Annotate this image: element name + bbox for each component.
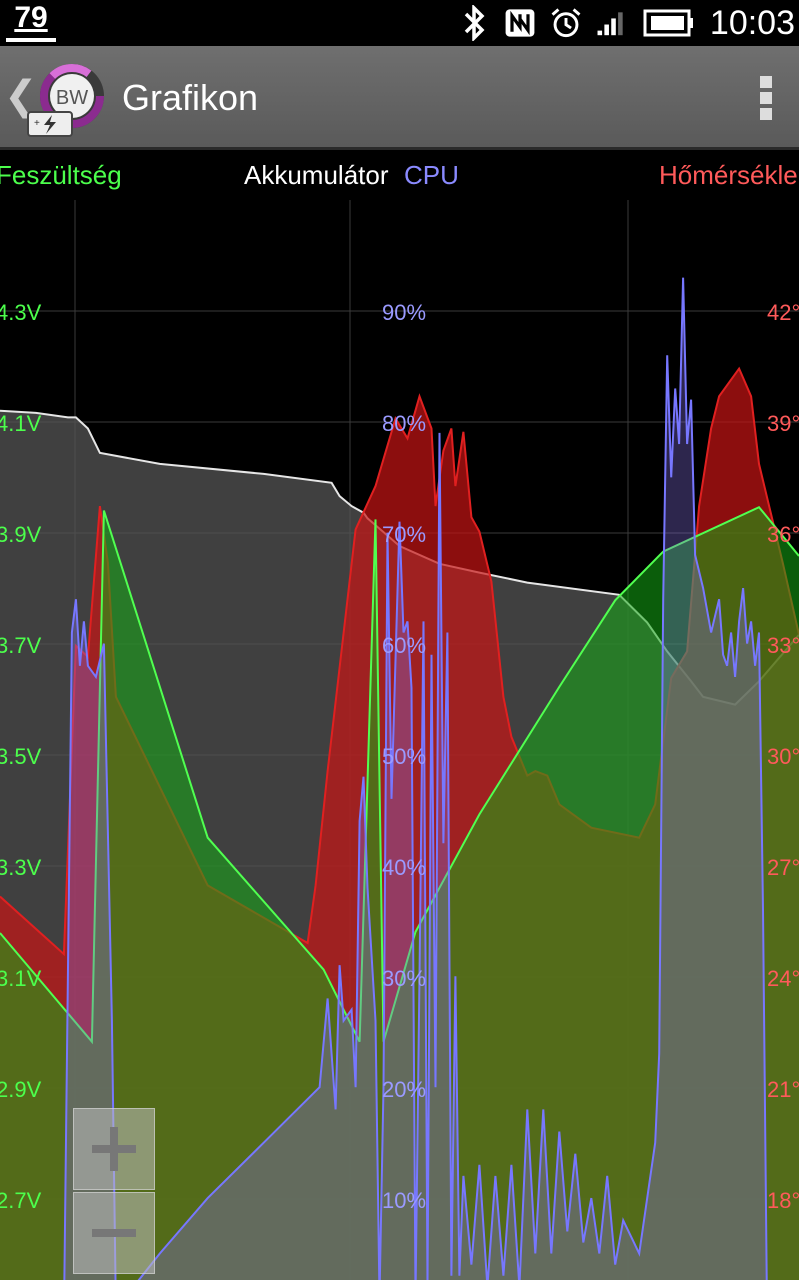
cpu-tick-label: 10% — [382, 1188, 426, 1213]
legend-temperature: Hőmérsékle — [659, 160, 798, 190]
voltage-tick-label: 2.9V — [0, 1077, 42, 1102]
cpu-tick-label: 90% — [382, 300, 426, 325]
voltage-tick-label: 4.1V — [0, 411, 42, 436]
temperature-tick-label: 18° — [767, 1188, 799, 1213]
temperature-tick-label: 36° — [767, 522, 799, 547]
zoom-out-button[interactable] — [73, 1192, 155, 1274]
area-voltage — [0, 507, 799, 1280]
temperature-tick-label: 24° — [767, 966, 799, 991]
voltage-tick-label: 3.5V — [0, 744, 42, 769]
alarm-icon — [550, 5, 582, 41]
clock-time: 10:03 — [709, 4, 795, 42]
status-bar: 79 10:03 — [0, 0, 799, 46]
zoom-controls — [73, 1108, 155, 1274]
nfc-icon — [504, 5, 536, 41]
plus-icon — [92, 1127, 136, 1171]
chevron-left-icon[interactable]: ❮ — [4, 74, 38, 118]
legend-battery: Akkumulátor — [244, 160, 389, 190]
voltage-tick-label: 3.9V — [0, 522, 42, 547]
temperature-tick-label: 27° — [767, 855, 799, 880]
cpu-tick-label: 40% — [382, 855, 426, 880]
signal-icon — [596, 5, 628, 41]
line-cpu — [63, 277, 768, 1280]
zoom-in-button[interactable] — [73, 1108, 155, 1190]
voltage-tick-label: 2.7V — [0, 1188, 42, 1213]
cpu-tick-label: 30% — [382, 966, 426, 991]
battery-icon — [642, 5, 696, 41]
status-icons: 10:03 — [458, 0, 799, 46]
app-logo[interactable]: BW + — [26, 58, 110, 142]
cpu-tick-label: 50% — [382, 744, 426, 769]
cpu-tick-label: 60% — [382, 633, 426, 658]
voltage-tick-label: 3.1V — [0, 966, 42, 991]
cpu-tick-label: 80% — [382, 411, 426, 436]
cpu-tick-label: 70% — [382, 522, 426, 547]
temperature-tick-label: 21° — [767, 1077, 799, 1102]
temperature-tick-label: 42° — [767, 300, 799, 325]
temperature-tick-label: 39° — [767, 411, 799, 436]
voltage-tick-label: 3.7V — [0, 633, 42, 658]
page-title: Grafikon — [122, 77, 259, 118]
temperature-tick-label: 30° — [767, 744, 799, 769]
bluetooth-icon — [458, 5, 490, 41]
area-cpu — [0, 277, 799, 1280]
minus-icon — [92, 1229, 136, 1237]
legend-cpu: CPU — [404, 160, 459, 190]
action-bar: ❮ BW + Grafikon — [0, 46, 799, 150]
temperature-tick-label: 33° — [767, 633, 799, 658]
cpu-tick-label: 20% — [382, 1077, 426, 1102]
voltage-tick-label: 3.3V — [0, 855, 42, 880]
voltage-tick-label: 4.3V — [0, 300, 42, 325]
multi-series-chart[interactable]: 4.3V 4.1V 3.9V 3.7V 3.5V 3.3V 3.1V 2.9V 2.7V 90% 8… — [0, 150, 799, 1280]
svg-text:+: + — [34, 118, 40, 129]
logo-text: BW — [56, 87, 88, 109]
overflow-menu-icon[interactable] — [759, 76, 773, 120]
legend-voltage: Feszültség — [0, 160, 122, 190]
battery-level-indicator: 79 — [6, 2, 56, 42]
